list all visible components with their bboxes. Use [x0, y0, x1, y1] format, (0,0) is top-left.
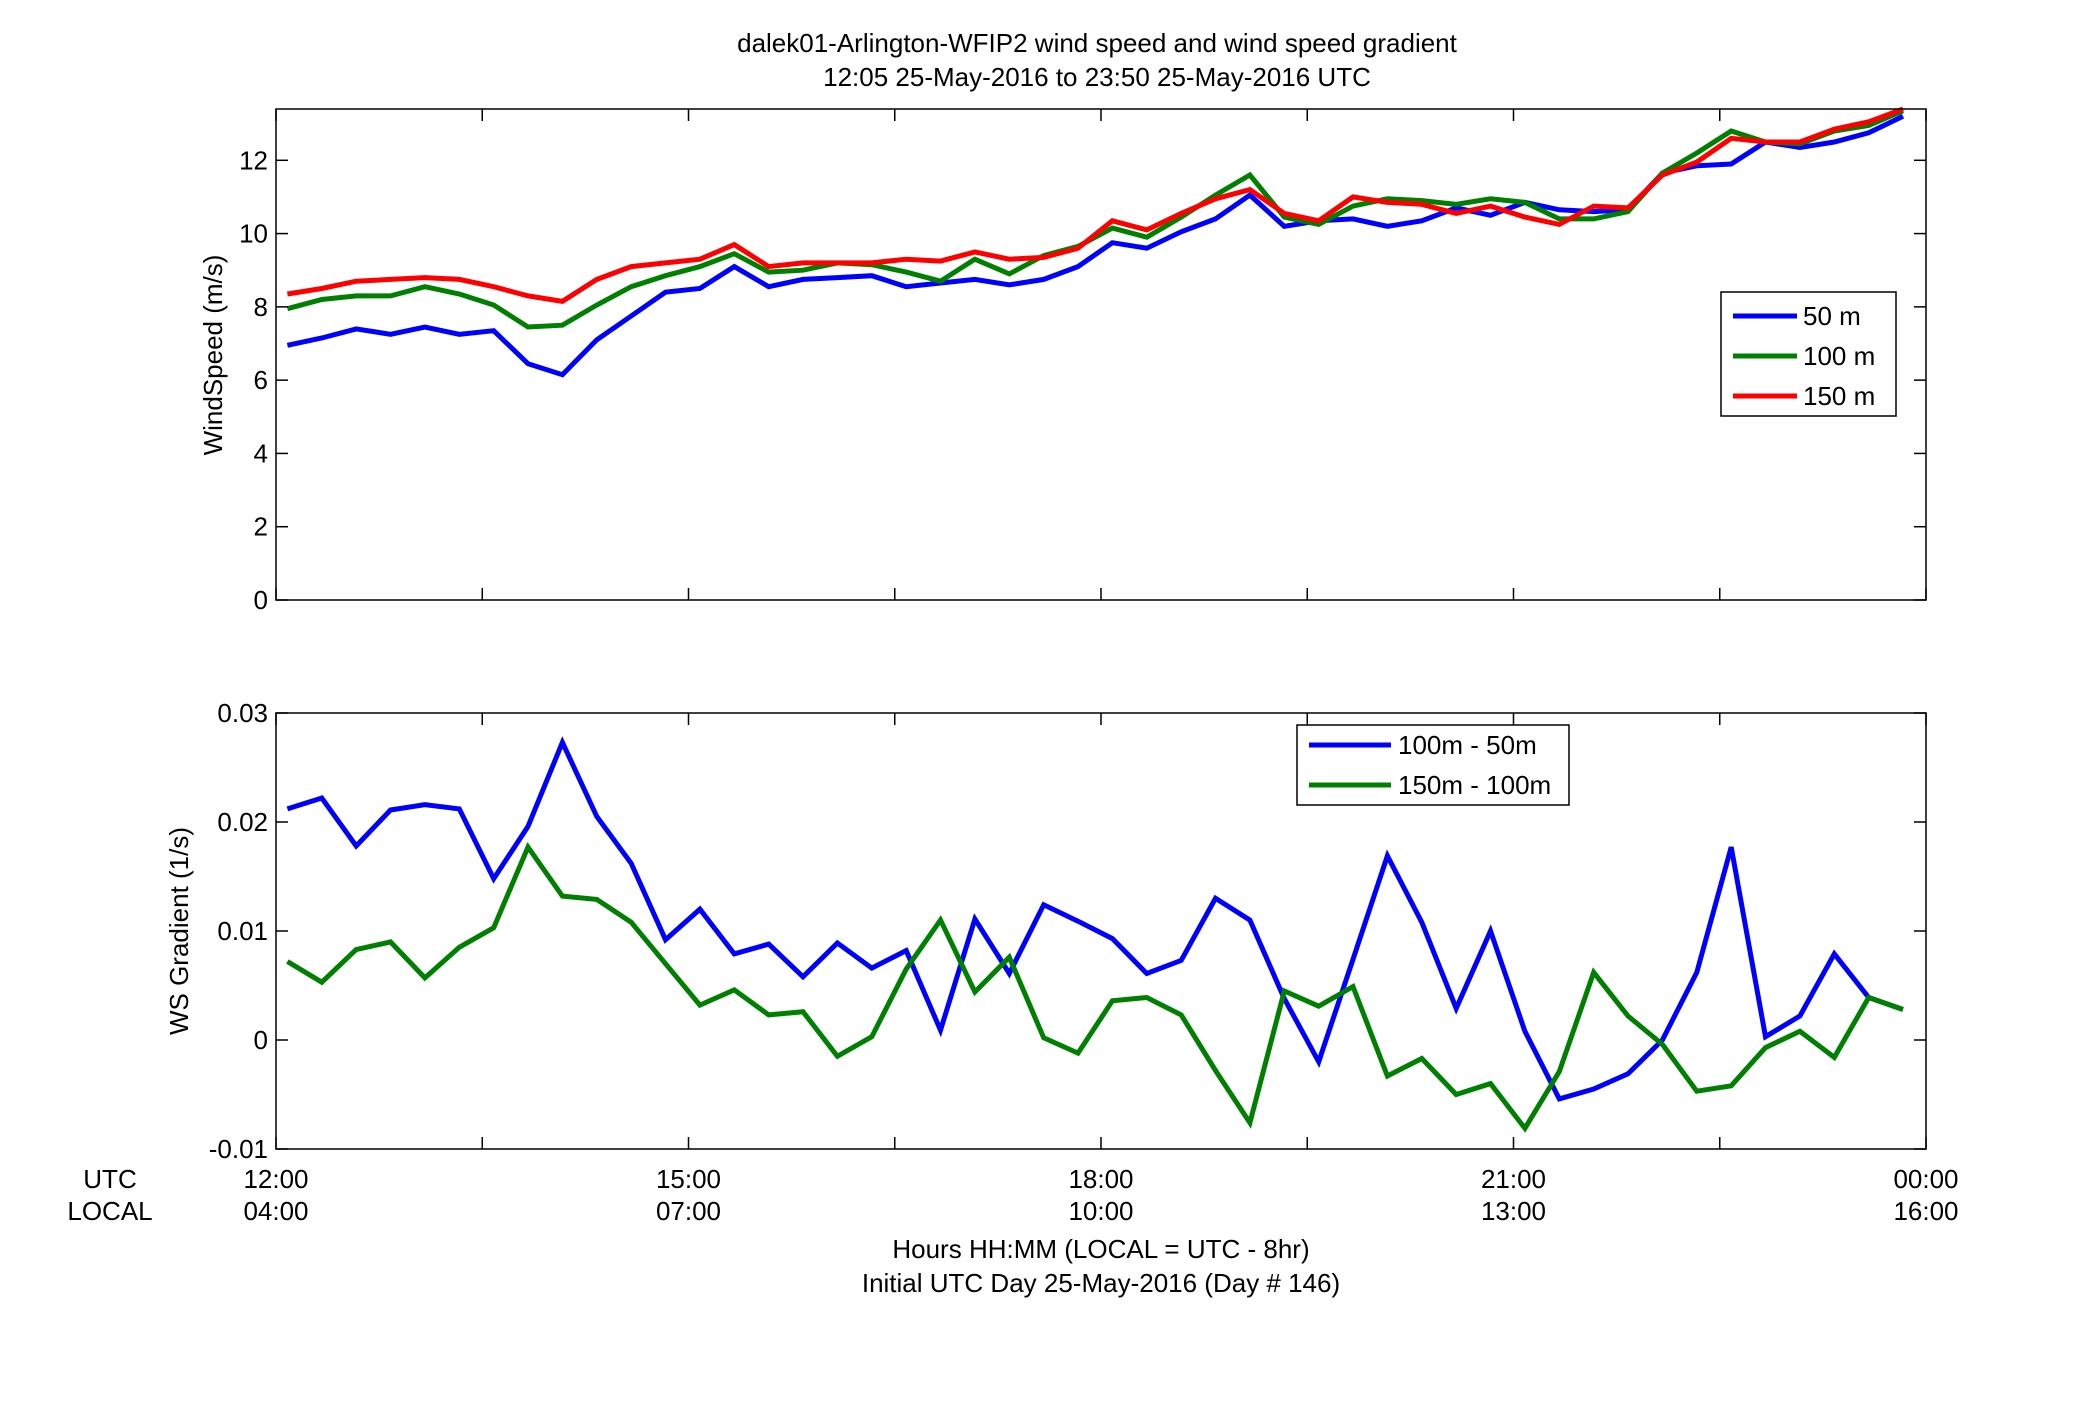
windspeed-x-ticks — [275, 109, 1927, 600]
legend-label-150m-100m: 150m - 100m — [1398, 770, 1551, 800]
windspeed-series-50-m — [286, 114, 1905, 378]
windspeed-y-axis-label: WindSpeed (m/s) — [198, 255, 228, 456]
legend-label-150m: 150 m — [1803, 381, 1875, 411]
legend-label-100m-50m: 100m - 50m — [1398, 730, 1537, 760]
xtick-label-utc: 21:00 — [1481, 1164, 1546, 1194]
legend-label-100m: 100 m — [1803, 341, 1875, 371]
gradient-panel: -0.01 0 0.01 0.02 0.03 WS Gradient (1/s) 100… — [164, 698, 1927, 1164]
x-axis-label-line2: Initial UTC Day 25-May-2016 (Day # 146) — [862, 1268, 1340, 1298]
gradient-series-150m-100m — [286, 841, 1904, 1133]
windspeed-ytick-label: 6 — [254, 365, 268, 395]
gradient-legend: 100m - 50m 150m - 100m — [1296, 724, 1570, 806]
xtick-label-utc: 12:00 — [243, 1164, 308, 1194]
x-row-label-utc: UTC — [83, 1164, 136, 1194]
gradient-series-100m-50m — [286, 736, 1904, 1102]
windspeed-series-150-m — [287, 106, 1904, 305]
xtick-label-utc: 15:00 — [656, 1164, 721, 1194]
windspeed-ytick-label: 2 — [254, 512, 268, 542]
xtick-label-local: 04:00 — [243, 1196, 308, 1226]
gradient-y-axis-label: WS Gradient (1/s) — [164, 827, 194, 1035]
windspeed-ytick-label: 12 — [239, 145, 268, 175]
gradient-ytick-label: 0 — [254, 1025, 268, 1055]
xtick-label-utc: 18:00 — [1068, 1164, 1133, 1194]
windspeed-series-group — [286, 106, 1905, 378]
x-axis-label-line1: Hours HH:MM (LOCAL = UTC - 8hr) — [892, 1234, 1309, 1264]
windspeed-ytick-label: 8 — [254, 292, 268, 322]
gradient-ytick-label: 0.03 — [217, 698, 268, 728]
gradient-ytick-label: 0.02 — [217, 807, 268, 837]
xtick-label-local: 10:00 — [1068, 1196, 1133, 1226]
figure-title-line1: dalek01-Arlington-WFIP2 wind speed and w… — [737, 28, 1458, 58]
xtick-label-utc: 00:00 — [1893, 1164, 1958, 1194]
windspeed-plot-frame — [275, 108, 1927, 601]
gradient-y-ticks: -0.01 0 0.01 0.02 0.03 — [209, 698, 1926, 1164]
windspeed-panel: 0 2 4 6 8 10 12 WindSpeed (m/s) 50 m 100 m 150… — [198, 106, 1927, 615]
x-row-label-local: LOCAL — [67, 1196, 152, 1226]
gradient-ytick-label: -0.01 — [209, 1134, 268, 1164]
xtick-label-local: 07:00 — [656, 1196, 721, 1226]
windspeed-ytick-label: 0 — [254, 585, 268, 615]
legend-label-50m: 50 m — [1803, 301, 1861, 331]
windspeed-legend: 50 m 100 m 150 m — [1720, 291, 1897, 417]
xtick-label-local: 13:00 — [1481, 1196, 1546, 1226]
gradient-ytick-label: 0.01 — [217, 916, 268, 946]
windspeed-ytick-label: 10 — [239, 219, 268, 249]
xtick-label-local: 16:00 — [1893, 1196, 1958, 1226]
windspeed-ytick-label: 4 — [254, 438, 268, 468]
windspeed-y-ticks: 0 2 4 6 8 10 12 — [239, 145, 1926, 615]
gradient-legend-box — [1296, 724, 1570, 806]
gradient-x-ticks — [275, 713, 1927, 1149]
gradient-series-group — [286, 736, 1904, 1133]
figure-title-line2: 12:05 25-May-2016 to 23:50 25-May-2016 U… — [823, 62, 1371, 92]
